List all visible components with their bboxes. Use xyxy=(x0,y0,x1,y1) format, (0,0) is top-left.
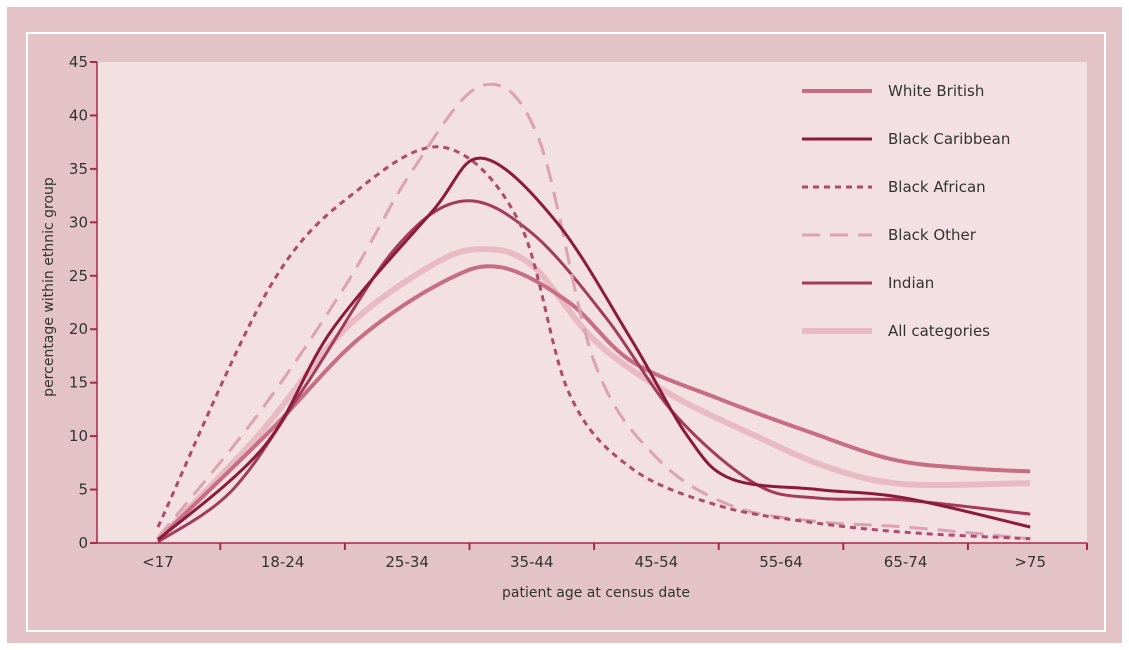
legend-item: Black African xyxy=(802,178,986,196)
x-tick-label: >75 xyxy=(1014,553,1046,571)
y-tick-label: 0 xyxy=(78,534,88,552)
legend-label: Black Caribbean xyxy=(888,130,1010,148)
x-tick-label: 45-54 xyxy=(635,553,679,571)
legend-layer: White British Black Caribbean Black Africa… xyxy=(802,82,1010,340)
x-tick-label: <17 xyxy=(142,553,174,571)
legend-label: White British xyxy=(888,82,984,100)
y-tick-label: 20 xyxy=(69,320,88,338)
x-tick-label: 25-34 xyxy=(385,553,429,571)
y-tick-label: 40 xyxy=(69,106,88,124)
y-tick-label: 25 xyxy=(69,267,88,285)
x-tick-label: 18-24 xyxy=(261,553,305,571)
legend-item: Indian xyxy=(802,274,934,292)
y-axis-title: percentage within ethnic group xyxy=(41,177,57,397)
series-line-indian xyxy=(157,199,1031,544)
series-line-black-other xyxy=(156,82,1031,541)
series-line-black-caribbean xyxy=(157,156,1031,541)
legend-label: All categories xyxy=(888,322,990,340)
y-tick-label: 35 xyxy=(69,160,88,178)
legend-label: Black African xyxy=(888,178,986,196)
series-line-black-african xyxy=(156,145,1031,541)
chart-inner-border xyxy=(26,32,1106,632)
x-tick-label: 35-44 xyxy=(510,553,554,571)
legend-label: Black Other xyxy=(888,226,977,244)
legend-item: All categories xyxy=(802,322,990,340)
y-tick-label: 10 xyxy=(69,427,88,445)
y-tick-label: 30 xyxy=(69,213,88,231)
series-line-all-categories xyxy=(155,246,1031,542)
x-tick-label: 55-64 xyxy=(759,553,803,571)
legend-label: Indian xyxy=(888,274,934,292)
y-tick-label: 5 xyxy=(78,481,88,499)
series-layer xyxy=(155,82,1031,544)
x-tick-label: 65-74 xyxy=(884,553,928,571)
y-tick-label: 45 xyxy=(69,53,88,71)
legend-item: Black Other xyxy=(802,226,977,244)
x-axis-title: patient age at census date xyxy=(502,585,690,601)
legend-item: Black Caribbean xyxy=(802,130,1010,148)
legend-item: White British xyxy=(802,82,984,100)
axis-layer: 0 5 10 15 20 25 30 35 40 45 <17 18-24 25-34 35-44 45-5… xyxy=(69,53,1088,571)
y-tick-label: 15 xyxy=(69,374,88,392)
